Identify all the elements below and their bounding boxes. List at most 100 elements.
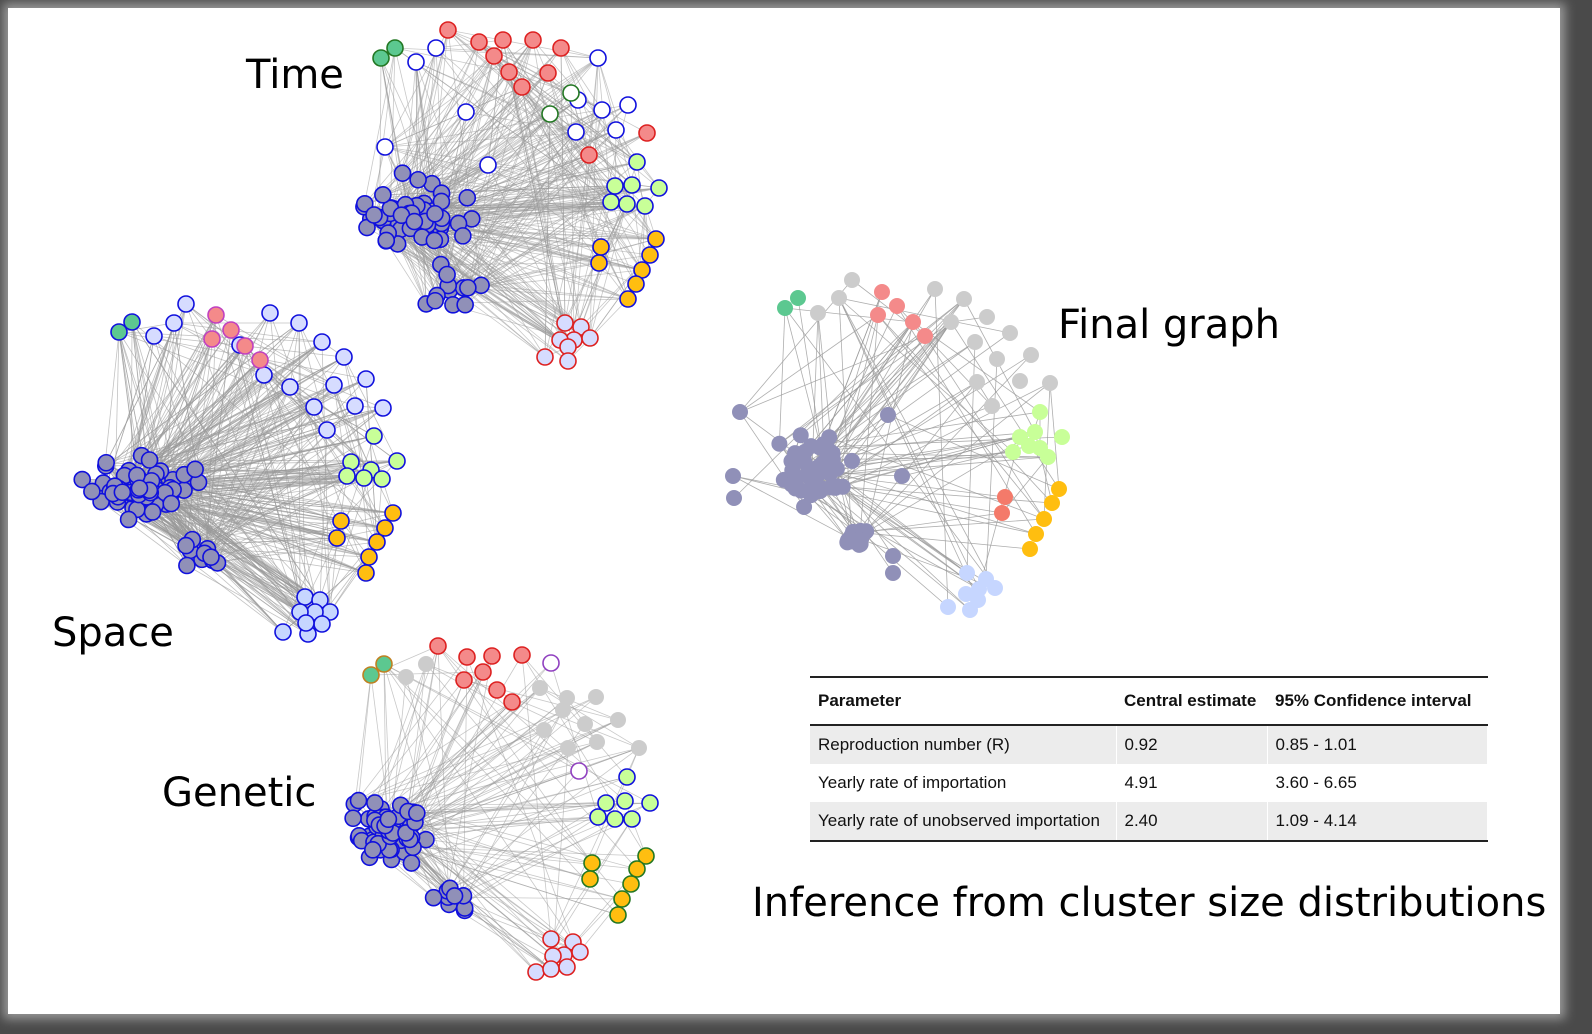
node <box>979 309 995 325</box>
node <box>790 290 806 306</box>
node <box>889 298 905 314</box>
node <box>425 231 444 250</box>
edge <box>151 495 370 558</box>
edge <box>363 47 396 207</box>
node <box>542 960 560 978</box>
edge <box>383 663 451 889</box>
edge <box>230 329 323 625</box>
edge <box>146 496 309 635</box>
edge <box>394 47 510 73</box>
node <box>1054 429 1070 445</box>
node <box>366 794 384 812</box>
node <box>305 398 323 416</box>
node <box>541 105 559 123</box>
edge <box>417 29 449 180</box>
node <box>542 654 560 672</box>
node <box>969 374 985 390</box>
node <box>255 366 273 384</box>
node <box>994 505 1010 521</box>
edge <box>441 39 534 219</box>
node <box>542 930 560 948</box>
node <box>178 556 196 575</box>
edge <box>866 518 1045 532</box>
node <box>325 376 343 394</box>
node <box>618 768 636 786</box>
node <box>606 177 624 195</box>
edge <box>374 663 427 804</box>
node <box>474 663 492 681</box>
node <box>831 290 847 306</box>
node <box>113 483 132 502</box>
node <box>500 63 518 81</box>
node <box>552 39 570 57</box>
node <box>1002 325 1018 341</box>
cell-estimate: 0.92 <box>1116 725 1268 764</box>
edge <box>415 61 467 113</box>
node <box>513 78 531 96</box>
edge <box>383 663 392 821</box>
node <box>318 421 336 439</box>
edge <box>194 469 321 601</box>
edge <box>783 341 976 481</box>
node <box>607 121 625 139</box>
node <box>532 680 548 696</box>
edge <box>865 321 914 532</box>
node <box>619 290 637 308</box>
node <box>349 791 368 810</box>
node <box>627 275 645 293</box>
edge <box>463 770 580 897</box>
node <box>335 348 353 366</box>
node <box>130 479 149 498</box>
edge <box>414 697 568 823</box>
node <box>119 510 138 529</box>
node <box>905 314 921 330</box>
node <box>372 49 390 67</box>
node <box>364 841 382 859</box>
node <box>408 804 426 822</box>
node <box>637 847 655 865</box>
node <box>997 489 1013 505</box>
edge <box>539 687 619 721</box>
edge <box>448 723 586 905</box>
node <box>355 469 373 487</box>
node <box>581 329 599 347</box>
node <box>455 671 473 689</box>
cell-ci: 3.60 - 6.65 <box>1267 764 1488 802</box>
node <box>844 272 860 288</box>
edge <box>411 836 565 956</box>
node <box>814 480 831 497</box>
node <box>602 193 620 211</box>
edge <box>924 335 1045 520</box>
node <box>726 490 742 506</box>
node <box>810 305 826 321</box>
edge <box>733 321 914 499</box>
edge <box>350 461 386 529</box>
edge <box>502 39 651 256</box>
edge <box>463 656 468 896</box>
edge <box>447 29 482 286</box>
node <box>203 330 221 348</box>
edge <box>380 57 410 214</box>
edge <box>416 812 565 956</box>
edge <box>778 307 786 444</box>
edge <box>383 663 580 772</box>
edge <box>480 284 591 339</box>
edge <box>165 503 309 635</box>
edge <box>877 314 1045 520</box>
node <box>313 333 331 351</box>
edge <box>146 496 321 601</box>
figure-canvas: Time Space Genetic Final graph Parameter… <box>8 8 1560 1014</box>
edge <box>836 298 965 469</box>
edge <box>860 354 1032 536</box>
node <box>186 460 204 479</box>
node <box>524 31 542 49</box>
node <box>346 397 364 415</box>
edge <box>390 55 495 209</box>
node <box>405 212 424 231</box>
edge <box>466 656 574 943</box>
node <box>725 468 741 484</box>
edge <box>779 298 965 445</box>
node <box>1032 404 1048 420</box>
edge <box>383 663 387 818</box>
node <box>402 854 421 872</box>
